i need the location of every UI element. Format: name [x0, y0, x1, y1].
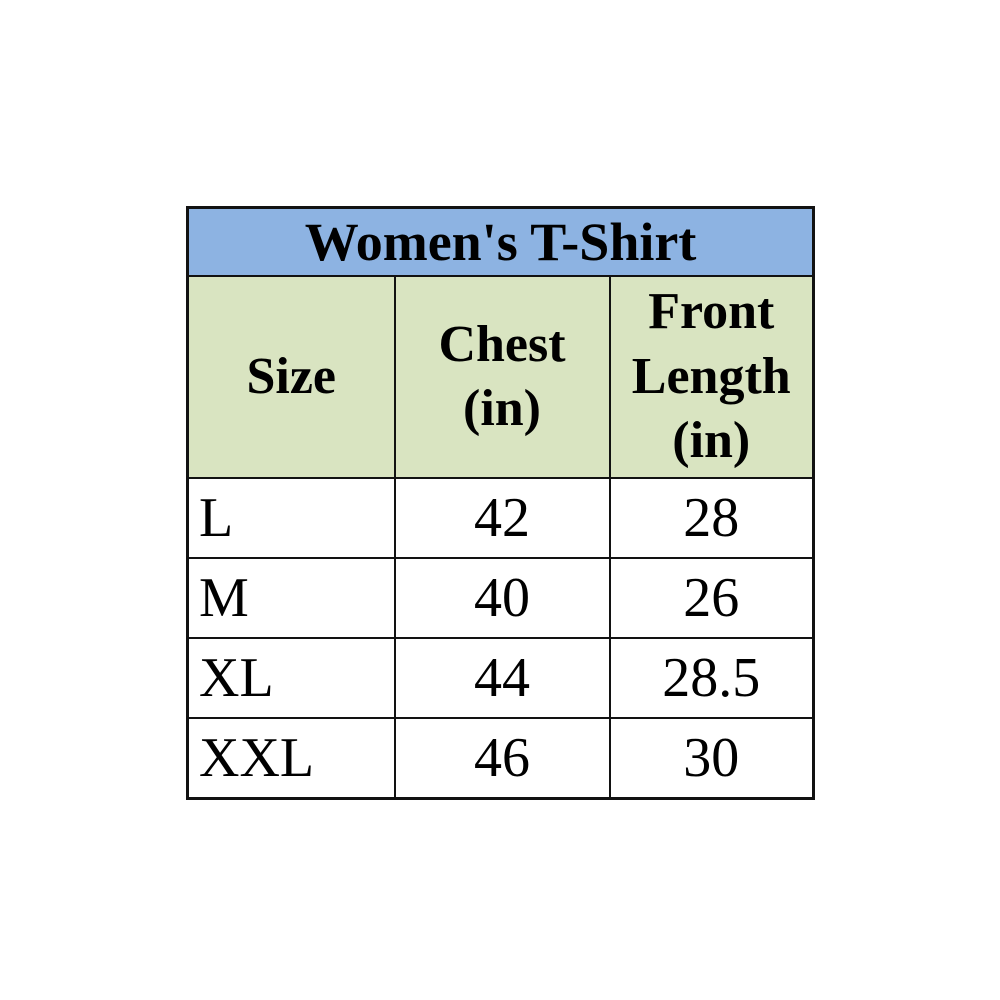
- cell-size: M: [186, 557, 396, 639]
- cell-size: XL: [186, 637, 396, 719]
- table-title: Women's T-Shirt: [186, 206, 815, 277]
- header-front-length-line3: (in): [672, 412, 751, 470]
- cell-front-length: 28: [608, 477, 815, 559]
- size-chart-table: Women's T-Shirt Size Chest (in) Front Le…: [186, 206, 816, 800]
- column-header-chest: Chest (in): [393, 275, 611, 479]
- header-size-label: Size: [246, 347, 337, 405]
- column-header-front-length: Front Length (in): [608, 275, 815, 479]
- cell-size: L: [186, 477, 396, 559]
- header-front-length-line1: Front: [648, 283, 775, 341]
- cell-front-length: 28.5: [608, 637, 815, 719]
- header-chest-line1: Chest: [438, 315, 566, 373]
- header-row: Size Chest (in) Front Length (in): [186, 275, 815, 479]
- cell-chest: 44: [393, 637, 611, 719]
- column-header-size: Size: [186, 275, 396, 479]
- header-chest-line2: (in): [463, 380, 541, 437]
- cell-front-length: 30: [608, 717, 815, 800]
- table-row: L 42 28: [186, 477, 815, 559]
- cell-chest: 46: [393, 717, 611, 800]
- header-front-length-line2: Length: [631, 347, 791, 405]
- table-row: XXL 46 30: [186, 717, 815, 800]
- table-row: M 40 26: [186, 557, 815, 639]
- cell-chest: 40: [393, 557, 611, 639]
- cell-chest: 42: [393, 477, 611, 559]
- table-row: XL 44 28.5: [186, 637, 815, 719]
- cell-size: XXL: [186, 717, 396, 800]
- title-row: Women's T-Shirt: [186, 206, 815, 277]
- cell-front-length: 26: [608, 557, 815, 639]
